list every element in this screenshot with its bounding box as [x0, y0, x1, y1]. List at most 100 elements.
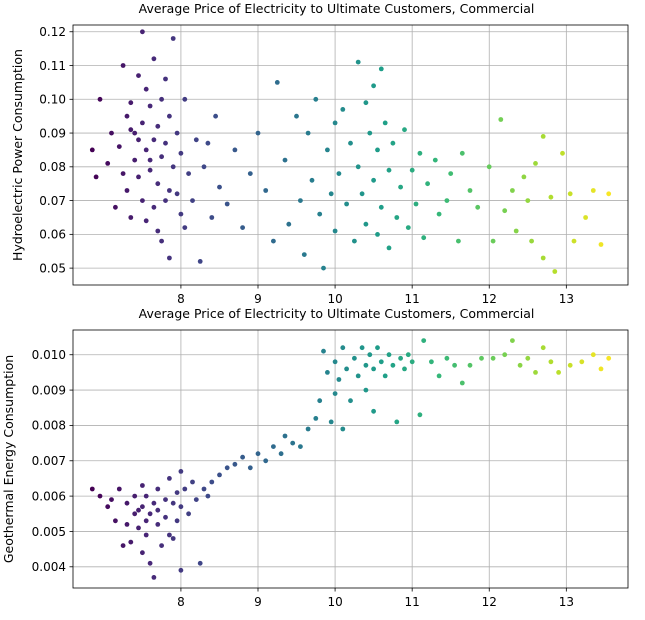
y-tick-label: 0.10	[39, 93, 66, 107]
data-point	[375, 147, 380, 153]
data-point	[213, 113, 219, 119]
data-point	[128, 215, 134, 220]
data-point	[124, 500, 130, 506]
data-point	[344, 366, 349, 372]
data-point	[359, 191, 365, 197]
y-axis-label: Hydroelectric Power Consumption	[10, 49, 25, 261]
data-point	[89, 147, 95, 153]
data-point	[305, 426, 311, 432]
data-point	[317, 211, 323, 217]
data-point	[409, 167, 415, 173]
data-point	[417, 412, 423, 418]
data-point	[340, 107, 346, 112]
data-point	[540, 134, 546, 139]
data-point	[113, 204, 118, 210]
data-point	[186, 171, 192, 177]
data-point	[232, 147, 238, 153]
data-point	[502, 208, 508, 214]
data-point	[124, 188, 130, 193]
axes-frame	[72, 24, 629, 286]
data-point	[490, 238, 496, 244]
x-tick-label: 11	[405, 595, 420, 609]
data-point	[128, 127, 134, 133]
data-point	[378, 359, 384, 365]
data-point	[217, 184, 222, 190]
data-point	[128, 100, 134, 106]
data-point	[479, 355, 484, 361]
axes-frame	[72, 329, 629, 589]
data-point	[540, 345, 546, 351]
data-point	[355, 164, 361, 170]
data-point	[120, 171, 126, 177]
data-point	[382, 120, 388, 126]
data-point	[510, 188, 515, 193]
chart-title: Average Price of Electricity to Ultimate…	[139, 1, 535, 16]
data-point	[517, 362, 523, 368]
data-point	[444, 198, 450, 204]
data-point	[140, 483, 145, 488]
data-point	[340, 345, 346, 351]
data-point	[529, 238, 534, 244]
y-axis-label: Geothermal Energy Consumption	[1, 355, 16, 563]
data-point	[456, 238, 461, 244]
plot-area	[73, 330, 628, 588]
data-point	[436, 211, 442, 217]
data-point	[378, 204, 384, 210]
data-point	[344, 201, 349, 207]
data-point	[201, 164, 207, 170]
data-point	[190, 479, 195, 485]
data-point	[359, 345, 365, 351]
data-point	[309, 177, 315, 183]
data-point	[367, 352, 373, 358]
data-point	[147, 560, 153, 566]
data-point	[402, 366, 407, 372]
data-point	[328, 191, 334, 197]
data-point	[305, 130, 311, 136]
data-point	[247, 465, 253, 471]
data-point	[271, 238, 276, 244]
data-point	[143, 86, 149, 92]
data-point	[429, 359, 434, 365]
data-point	[540, 255, 546, 261]
data-point	[205, 140, 211, 146]
data-point	[371, 177, 376, 183]
data-point	[321, 348, 326, 354]
data-point	[155, 123, 161, 129]
x-tick-label: 8	[177, 595, 185, 609]
data-point	[182, 96, 188, 102]
data-point	[375, 345, 380, 351]
y-tick-label: 0.09	[39, 126, 66, 140]
y-tick-label: 0.12	[39, 25, 66, 39]
data-point	[336, 377, 342, 382]
grid	[73, 330, 628, 588]
y-tick-label: 0.007	[32, 454, 66, 468]
x-tick-label: 13	[559, 292, 574, 306]
data-point	[167, 532, 172, 538]
data-point	[136, 507, 141, 513]
data-point	[510, 338, 515, 343]
data-point	[298, 198, 303, 204]
data-point	[386, 352, 392, 358]
data-point	[224, 201, 230, 207]
data-point	[375, 232, 380, 237]
y-tick-label: 0.05	[39, 261, 66, 275]
data-point	[533, 370, 538, 375]
data-point	[190, 198, 195, 204]
data-point	[132, 511, 138, 517]
data-point	[255, 130, 261, 136]
y-tick-label: 0.07	[39, 194, 66, 208]
data-point	[155, 228, 161, 234]
subplot-1: 8 9 10 11 12 13 0.05 0.06 0.07 0.08 0.09 0.10 0.11 0.…	[10, 1, 629, 306]
data-point	[313, 416, 319, 421]
data-point	[186, 511, 192, 517]
data-point	[598, 242, 604, 247]
data-point	[371, 83, 376, 89]
data-point	[247, 171, 253, 177]
data-point	[128, 539, 134, 545]
data-point	[363, 221, 369, 227]
data-point	[467, 362, 473, 368]
data-point	[113, 518, 118, 524]
x-tick-label: 12	[482, 595, 497, 609]
x-tick-label: 11	[405, 292, 420, 306]
